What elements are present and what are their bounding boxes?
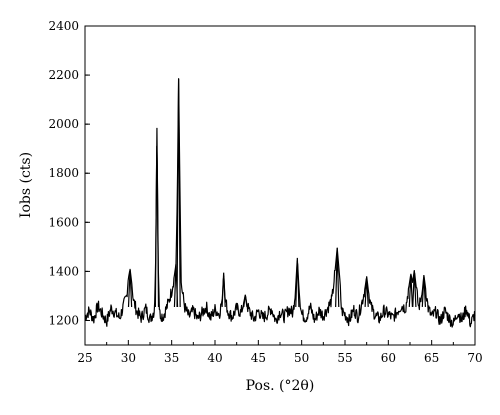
- x-tick-label: 55: [337, 351, 352, 365]
- y-axis-title: Iobs (cts): [18, 152, 34, 218]
- peak-marks: [127, 78, 427, 308]
- x-tick-label: 25: [77, 351, 92, 365]
- x-axis-title: Pos. (°2θ): [246, 378, 315, 394]
- x-tick-label: 45: [251, 351, 266, 365]
- x-tick-label: 30: [121, 351, 136, 365]
- y-axis-ticks: 1200 1400 1600 1800 2000 2200 2400: [48, 19, 90, 327]
- x-tick-label: 50: [294, 351, 309, 365]
- peak-mark: [221, 272, 226, 307]
- y-tick-label: 1800: [48, 166, 79, 180]
- peak-mark: [295, 257, 300, 307]
- peak-mark: [243, 294, 248, 308]
- x-tick-label: 60: [381, 351, 396, 365]
- y-tick-label: 2400: [48, 19, 79, 33]
- x-tick-label: 35: [164, 351, 179, 365]
- x-axis-ticks: 25 30 35 40 45 50 55 60 65 70: [77, 340, 483, 365]
- peak-mark: [176, 78, 181, 307]
- x-tick-label: 40: [207, 351, 222, 365]
- peak-mark: [364, 276, 369, 307]
- y-tick-label: 1600: [48, 215, 79, 229]
- peak-mark: [421, 275, 427, 307]
- y-tick-label: 1200: [48, 313, 79, 327]
- series-line: [84, 78, 476, 328]
- peak-mark: [335, 248, 340, 307]
- peak-mark: [408, 273, 414, 307]
- y-tick-label: 2200: [48, 68, 79, 82]
- peak-mark: [154, 127, 160, 307]
- peak-mark: [412, 270, 417, 307]
- x-tick-label: 70: [467, 351, 482, 365]
- x-tick-label: 65: [424, 351, 439, 365]
- y-tick-label: 1400: [48, 264, 79, 278]
- peak-mark: [127, 268, 133, 307]
- plot-frame: [84, 25, 476, 346]
- y-tick-label: 2000: [48, 117, 79, 131]
